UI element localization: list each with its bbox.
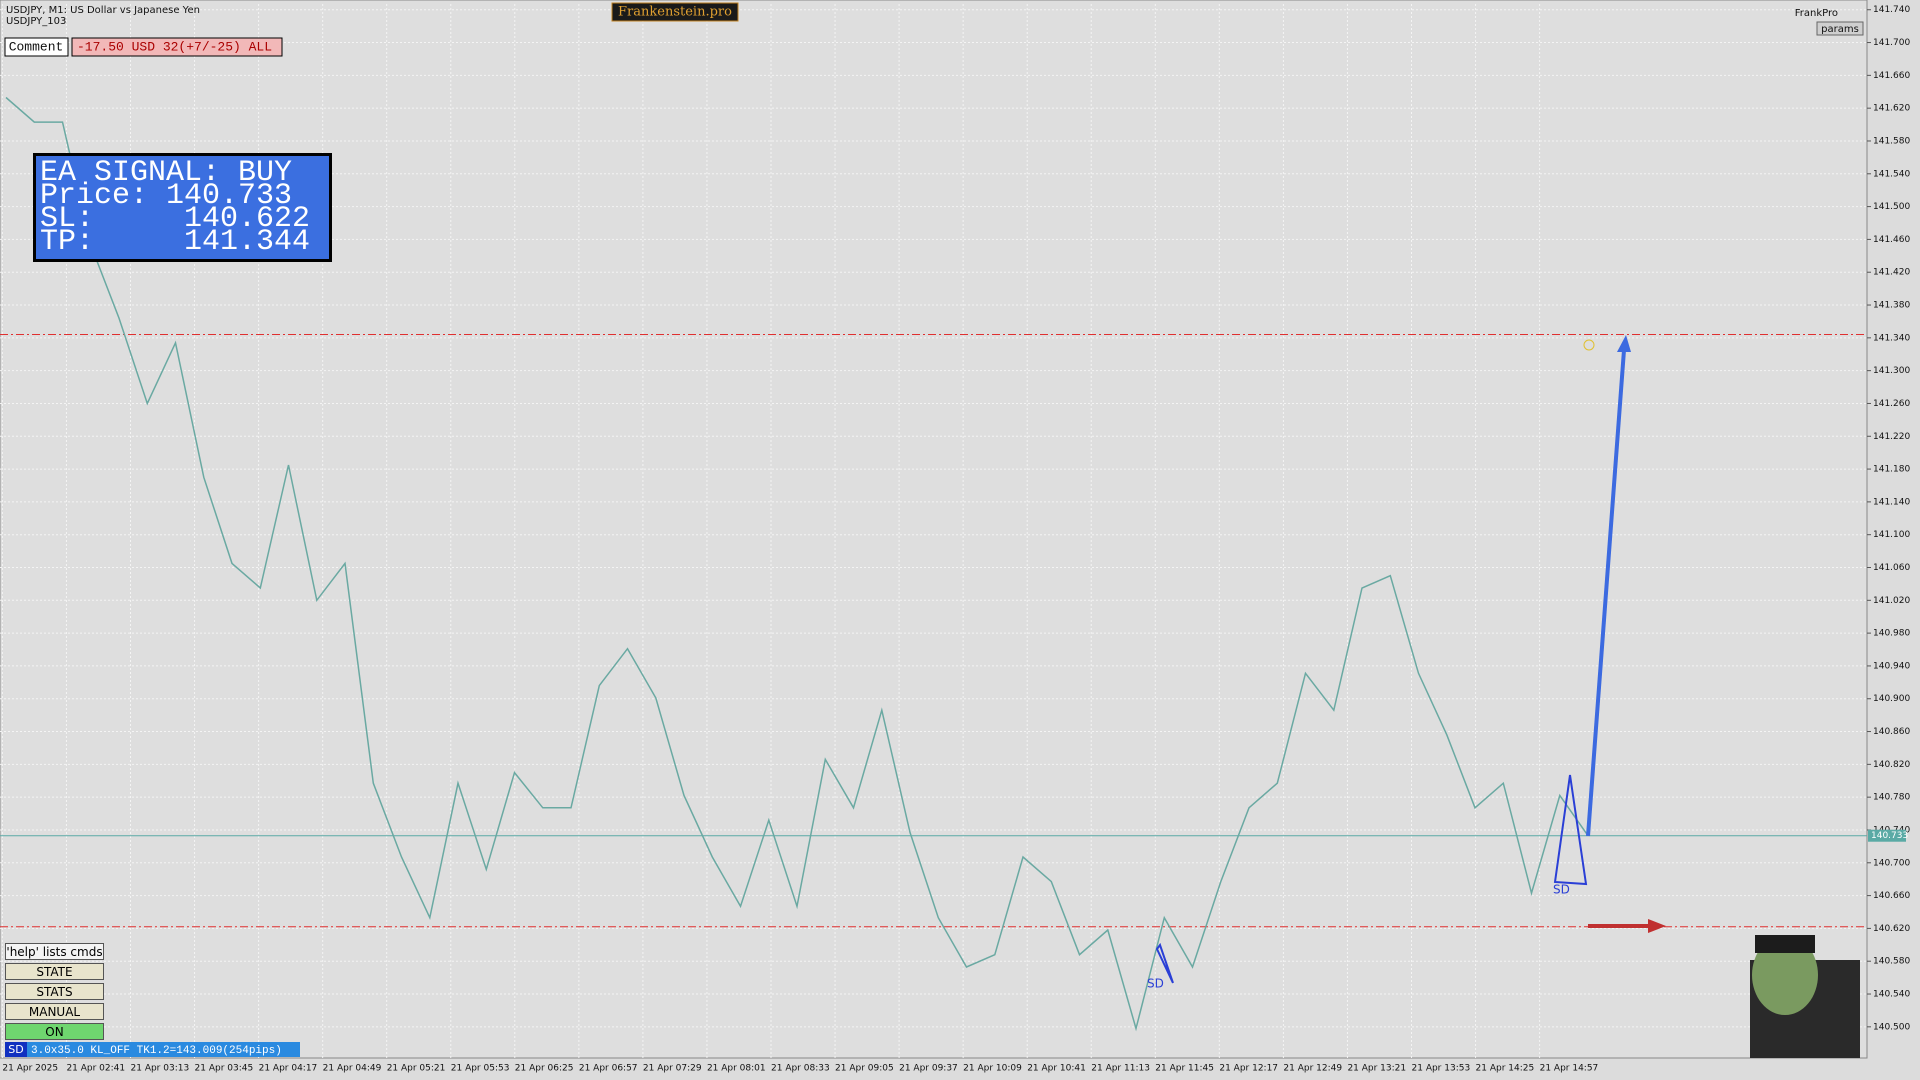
y-tick-label: 141.460 bbox=[1873, 235, 1910, 245]
y-tick-label: 141.540 bbox=[1873, 169, 1910, 179]
status-tag-box bbox=[5, 1042, 27, 1057]
y-tick-label: 141.740 bbox=[1873, 5, 1910, 15]
x-tick-label: 21 Apr 08:01 bbox=[707, 1064, 766, 1074]
y-tick-label: 140.620 bbox=[1873, 924, 1910, 934]
y-tick-label: 140.820 bbox=[1873, 760, 1910, 770]
params[interactable]: params bbox=[1821, 24, 1859, 35]
signal-line: EA SIGNAL: BUY bbox=[40, 156, 293, 190]
account: USDJPY_103 bbox=[6, 16, 66, 27]
x-tick-label: 21 Apr 03:13 bbox=[131, 1064, 190, 1074]
params-button[interactable] bbox=[1816, 21, 1864, 36]
signal-line: Price: 140.733 bbox=[40, 179, 293, 213]
y-tick-label: 141.140 bbox=[1873, 497, 1910, 507]
x-tick-label: 21 Apr 09:37 bbox=[899, 1064, 958, 1074]
status-tag: SD bbox=[8, 1043, 23, 1056]
x-tick-label: 21 Apr 07:29 bbox=[643, 1064, 702, 1074]
y-tick-label: 141.060 bbox=[1873, 563, 1910, 573]
x-tick-label: 21 Apr 13:53 bbox=[1412, 1064, 1471, 1074]
pattern-triangle bbox=[1553, 774, 1588, 886]
y-tick-label: 140.580 bbox=[1873, 957, 1910, 967]
x-tick-label: 21 Apr 13:21 bbox=[1347, 1064, 1406, 1074]
brand-badge bbox=[611, 2, 739, 22]
signal-line: SL: 140.622 bbox=[40, 202, 311, 236]
y-tick-label: 140.980 bbox=[1873, 629, 1910, 639]
x-tick-label: 21 Apr 06:25 bbox=[515, 1064, 574, 1074]
pattern-triangle bbox=[1155, 942, 1174, 984]
comment-value-box bbox=[71, 37, 283, 57]
x-tick-label: 21 Apr 04:49 bbox=[323, 1064, 382, 1074]
x-tick-label: 21 Apr 02:41 bbox=[66, 1064, 125, 1074]
y-tick-label: 141.260 bbox=[1873, 399, 1910, 409]
x-tick-label: 21 Apr 2025 bbox=[2, 1064, 58, 1074]
pattern-label: SD bbox=[1147, 977, 1164, 991]
y-tick-label: 141.020 bbox=[1873, 596, 1910, 606]
y-tick-label: 141.340 bbox=[1873, 333, 1910, 343]
x-tick-label: 21 Apr 10:41 bbox=[1027, 1064, 1086, 1074]
marker bbox=[1583, 339, 1595, 351]
state-button[interactable]: STATE bbox=[5, 963, 104, 980]
y-tick-label: 140.660 bbox=[1873, 891, 1910, 901]
x-tick-label: 21 Apr 14:57 bbox=[1540, 1064, 1599, 1074]
mascot bbox=[1750, 935, 1860, 1058]
y-tick-label: 140.500 bbox=[1873, 1022, 1910, 1032]
pattern-label: SD bbox=[1553, 883, 1570, 897]
tp-arrow-head bbox=[1617, 335, 1631, 352]
y-tick-label: 141.660 bbox=[1873, 71, 1910, 81]
profile: FrankPro bbox=[1795, 8, 1838, 19]
symbol-title: USDJPY, M1: US Dollar vs Japanese Yen bbox=[6, 5, 200, 16]
on-button[interactable]: ON bbox=[5, 1023, 104, 1040]
x-tick-label: 21 Apr 03:45 bbox=[195, 1064, 254, 1074]
x-tick-label: 21 Apr 10:09 bbox=[963, 1064, 1022, 1074]
sl-arrow-head bbox=[1648, 919, 1666, 933]
y-tick-label: 140.940 bbox=[1873, 661, 1910, 671]
x-tick-label: 21 Apr 09:05 bbox=[835, 1064, 894, 1074]
x-tick-label: 21 Apr 11:13 bbox=[1091, 1064, 1150, 1074]
x-tick-label: 21 Apr 11:45 bbox=[1155, 1064, 1214, 1074]
y-tick-label: 141.420 bbox=[1873, 268, 1910, 278]
bid-label: 140.733 bbox=[1871, 831, 1908, 841]
x-tick-label: 21 Apr 06:57 bbox=[579, 1064, 638, 1074]
x-tick-label: 21 Apr 14:25 bbox=[1476, 1064, 1535, 1074]
signal-line: TP: 141.344 bbox=[40, 225, 311, 259]
bid-badge bbox=[1868, 829, 1906, 842]
y-tick-label: 141.380 bbox=[1873, 301, 1910, 311]
comment-value: -17.50 USD 32(+7/-25) ALL bbox=[77, 39, 272, 54]
y-tick-label: 141.100 bbox=[1873, 530, 1910, 540]
x-tick-label: 21 Apr 08:33 bbox=[771, 1064, 830, 1074]
signal-box: EA SIGNAL: BUY Price: 140.733 SL: 140.622 T… bbox=[33, 153, 332, 262]
x-tick-label: 21 Apr 12:49 bbox=[1283, 1064, 1342, 1074]
comment-label: Comment bbox=[9, 39, 64, 54]
y-tick-label: 141.300 bbox=[1873, 366, 1910, 376]
y-tick-label: 140.700 bbox=[1873, 858, 1910, 868]
y-tick-label: 141.580 bbox=[1873, 136, 1910, 146]
y-tick-label: 141.220 bbox=[1873, 432, 1910, 442]
y-tick-label: 140.780 bbox=[1873, 793, 1910, 803]
manual-button[interactable]: MANUAL bbox=[5, 1003, 104, 1020]
y-tick-label: 141.500 bbox=[1873, 202, 1910, 212]
status-text: 3.0x35.0 KL_OFF TK1.2=143.009(254pips) bbox=[31, 1045, 282, 1057]
help-button[interactable]: 'help' lists cmds bbox=[5, 943, 104, 960]
x-tick-label: 21 Apr 12:17 bbox=[1219, 1064, 1278, 1074]
brand: Frankenstein.pro bbox=[618, 5, 732, 20]
y-tick-label: 140.900 bbox=[1873, 694, 1910, 704]
y-tick-label: 141.700 bbox=[1873, 38, 1910, 48]
y-tick-label: 140.860 bbox=[1873, 727, 1910, 737]
stats-button[interactable]: STATS bbox=[5, 983, 104, 1000]
x-tick-label: 21 Apr 05:21 bbox=[387, 1064, 446, 1074]
y-tick-label: 140.540 bbox=[1873, 990, 1910, 1000]
status-bar bbox=[5, 1042, 300, 1057]
x-tick-label: 21 Apr 04:17 bbox=[259, 1064, 318, 1074]
price-line bbox=[5, 96, 1589, 1032]
comment-label-box bbox=[4, 37, 69, 57]
y-tick-label: 141.180 bbox=[1873, 465, 1910, 475]
x-tick-label: 21 Apr 05:53 bbox=[451, 1064, 510, 1074]
y-tick-label: 141.620 bbox=[1873, 104, 1910, 114]
tp-arrow bbox=[1586, 349, 1626, 837]
